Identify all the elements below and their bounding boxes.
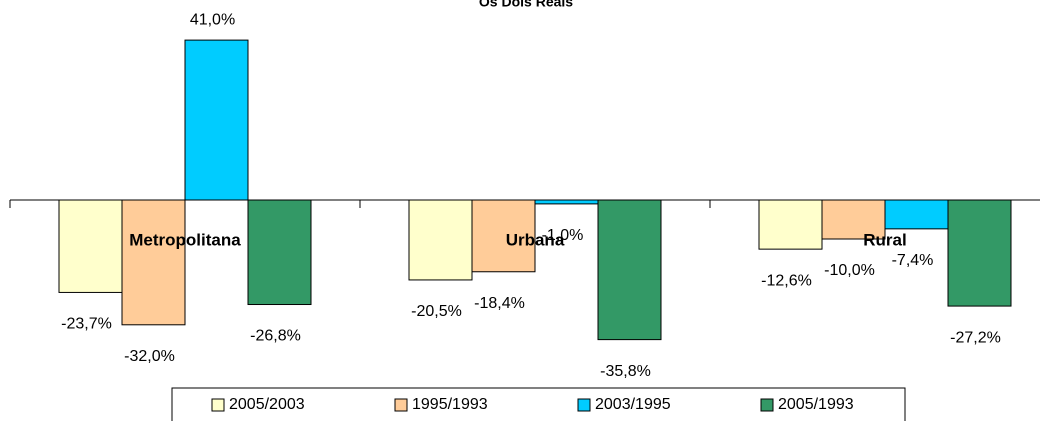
- bar: [247, 199, 312, 306]
- legend-label: 2005/1993: [778, 396, 854, 413]
- bar: [408, 199, 473, 281]
- data-label: -26,8%: [250, 328, 301, 345]
- data-label: -20,5%: [411, 303, 462, 320]
- legend-swatch: [394, 398, 408, 412]
- bar: [758, 199, 823, 250]
- legend-swatch: [577, 398, 591, 412]
- bar: [184, 39, 249, 201]
- data-label: -7,4%: [892, 252, 934, 269]
- legend-box: [171, 387, 906, 421]
- legend-label: 2005/2003: [229, 396, 305, 413]
- data-label: -18,4%: [474, 295, 525, 312]
- legend-swatch: [211, 398, 225, 412]
- legend-label: 2003/1995: [595, 396, 671, 413]
- data-label: -27,2%: [950, 329, 1001, 346]
- category-label: Urbana: [506, 230, 565, 249]
- bar: [597, 199, 662, 341]
- legend-label: 1995/1993: [412, 396, 488, 413]
- legend-swatch: [760, 398, 774, 412]
- bar: [821, 199, 886, 240]
- data-label: -32,0%: [124, 348, 175, 365]
- bar: [121, 199, 186, 326]
- data-label: -10,0%: [824, 262, 875, 279]
- chart-title: Os Dois Reais: [479, 0, 573, 10]
- data-label: 41,0%: [190, 11, 235, 28]
- bar: [534, 199, 599, 205]
- category-label: Metropolitana: [129, 230, 241, 249]
- data-label: -23,7%: [61, 316, 112, 333]
- data-label: -1,0%: [542, 227, 584, 244]
- bar: [884, 199, 949, 230]
- bar: [58, 199, 123, 293]
- bar: [947, 199, 1012, 307]
- data-label: -35,8%: [600, 363, 651, 380]
- bar: [471, 199, 536, 273]
- data-label: -12,6%: [761, 272, 812, 289]
- category-label: Rural: [863, 230, 906, 249]
